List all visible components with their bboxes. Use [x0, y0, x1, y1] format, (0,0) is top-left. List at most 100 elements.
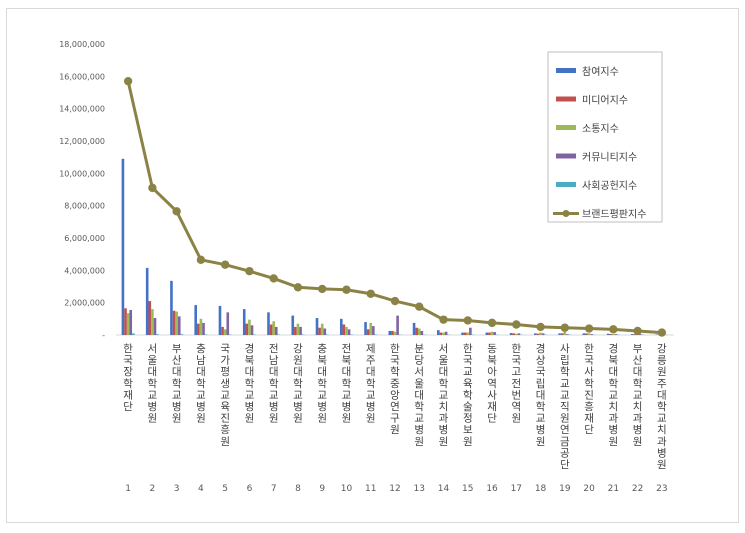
bar-참여지수 [121, 158, 125, 335]
legend-swatch [556, 125, 576, 130]
x-tick-label: 5 [222, 484, 228, 494]
bar-소통지수 [345, 326, 348, 335]
x-tick-label: 18 [535, 484, 547, 494]
bar-소통지수 [248, 319, 251, 335]
bar-참여지수 [509, 333, 513, 335]
legend-swatch [556, 68, 576, 73]
bar-미디어지수 [269, 324, 273, 335]
bar-커뮤니티지수 [638, 334, 642, 335]
bar-미디어지수 [633, 334, 637, 335]
bar-참여지수 [558, 333, 561, 335]
bar-미디어지수 [294, 326, 297, 335]
bar-참여지수 [242, 309, 246, 335]
line-point [245, 266, 254, 276]
bar-미디어지수 [488, 332, 491, 335]
x-tick-label: 4 [198, 484, 204, 494]
y-tick-label: 4,000,000 [64, 266, 105, 275]
line-point [148, 183, 157, 193]
bar-소통지수 [563, 331, 567, 335]
legend-label: 브랜드평판지수 [582, 209, 646, 221]
x-tick-label: 3 [174, 484, 180, 494]
bar-커뮤니티지수 [153, 318, 157, 335]
bar-커뮤니티지수 [420, 330, 424, 335]
bar-소통지수 [539, 332, 542, 335]
line-point [415, 302, 424, 311]
x-tick-label: 9 [319, 484, 325, 494]
bar-소통지수 [393, 331, 397, 335]
y-tick-label: 12,000,000 [59, 137, 105, 146]
bar-미디어지수 [585, 333, 588, 335]
bar-미디어지수 [463, 332, 467, 335]
bar-참여지수 [534, 333, 537, 335]
bar-소통지수 [417, 328, 421, 335]
x-tick-label: 12 [389, 484, 400, 494]
legend-label: 커뮤니티지수 [582, 152, 637, 164]
bar-미디어지수 [609, 334, 613, 335]
bar-소통지수 [490, 331, 494, 335]
x-tick-label: 11 [365, 484, 376, 494]
bar-커뮤니티지수 [590, 334, 593, 335]
bar-미디어지수 [366, 329, 370, 335]
bar-소통지수 [587, 333, 591, 335]
line-point [293, 283, 303, 292]
x-tick-label: 23 [656, 484, 667, 494]
line-point [220, 260, 230, 269]
bar-커뮤니티지수 [323, 328, 327, 335]
bar-참여지수 [315, 318, 319, 335]
bar-참여지수 [218, 305, 222, 335]
line-point [269, 274, 278, 283]
bar-미디어지수 [342, 324, 346, 335]
bar-커뮤니티지수 [517, 333, 521, 335]
line-point [463, 316, 472, 325]
bar-미디어지수 [197, 323, 200, 335]
line-point [318, 284, 327, 294]
bar-커뮤니티지수 [129, 309, 133, 335]
line-point [342, 285, 351, 294]
bar-참여지수 [364, 322, 367, 335]
bar-참여지수 [437, 330, 440, 335]
bar-참여지수 [291, 315, 295, 335]
legend-swatch [556, 96, 576, 102]
bar-커뮤니티지수 [566, 334, 569, 335]
legend-label: 참여지수 [582, 66, 619, 78]
bar-소통지수 [320, 323, 324, 335]
bar-미디어지수 [172, 310, 176, 335]
bar-참여지수 [194, 305, 198, 335]
bar-미디어지수 [148, 301, 152, 335]
legend-label: 소통지수 [582, 123, 619, 135]
legend-swatch [556, 182, 576, 187]
bar-미디어지수 [124, 308, 127, 335]
bar-커뮤니티지수 [541, 333, 545, 335]
bar-소통지수 [223, 329, 227, 335]
x-tick-label: 14 [438, 484, 450, 494]
bar-참여지수 [485, 332, 489, 335]
x-tick-label: 19 [559, 484, 571, 494]
bar-소통지수 [612, 334, 615, 335]
x-tick-label: 17 [511, 484, 522, 494]
bar-커뮤니티지수 [444, 331, 448, 335]
legend-box [547, 51, 663, 223]
x-tick-label: 10 [341, 484, 353, 494]
y-tick-label: 16,000,000 [59, 72, 105, 81]
line-point [609, 325, 618, 334]
line-point [366, 289, 375, 298]
bar-참여지수 [388, 330, 392, 335]
bar-미디어지수 [415, 327, 418, 335]
bar-참여지수 [606, 333, 610, 335]
legend-swatch-marker [562, 210, 570, 217]
line-point [584, 324, 594, 333]
line-point [196, 255, 206, 265]
bar-커뮤니티지수 [469, 327, 472, 335]
